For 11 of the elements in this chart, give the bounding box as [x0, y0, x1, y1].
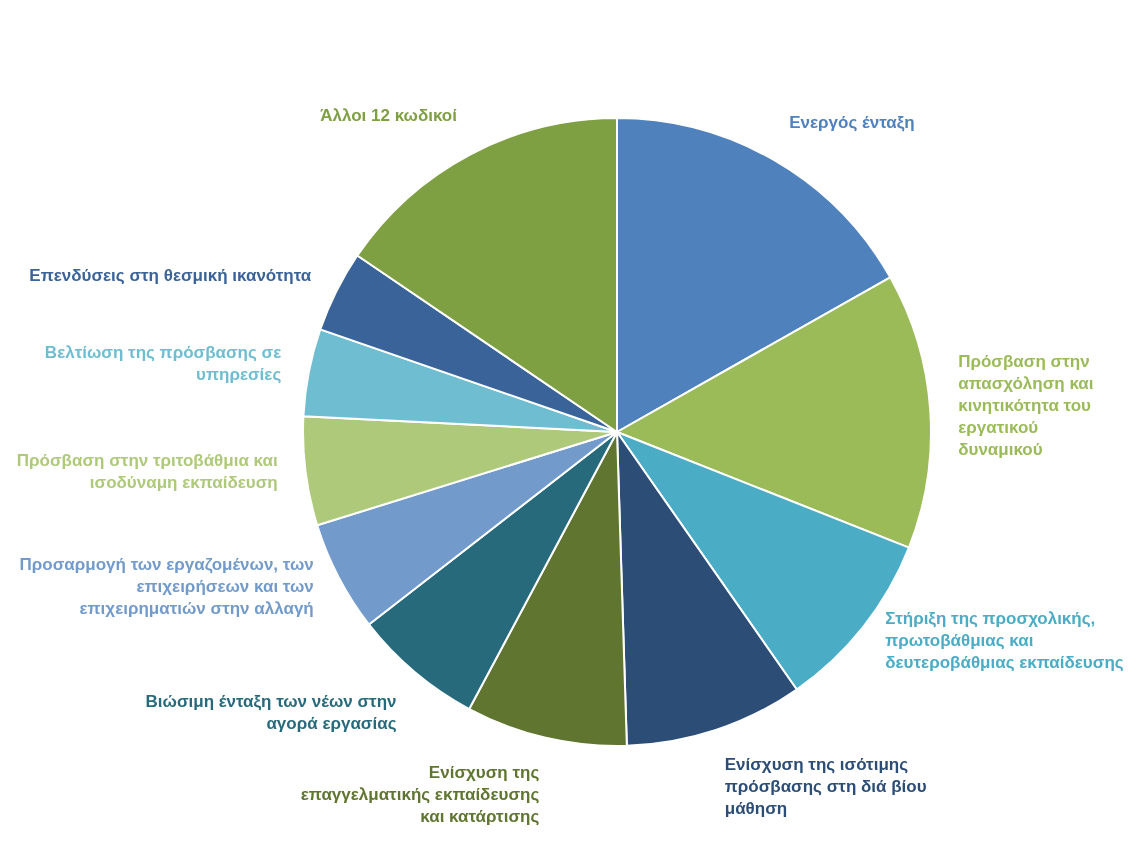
slice-label: Βελτίωση της πρόσβασης σε υπηρεσίες: [44, 343, 282, 385]
slice-label: Στήριξη της προσχολικής, πρωτοβάθμιας και δευτεροβάθμιας εκπαίδευσης: [885, 609, 1124, 673]
slice-label: Άλλοι 12 κωδικοί: [320, 105, 458, 125]
slice-label: Πρόσβαση στην απασχόληση και κινητικότητα του εργατικού δυναμικού: [958, 351, 1094, 459]
slice-label: Προσαρμογή των εργαζομένων, των επιχειρήσεων και των επιχειρηματιών στην αλλαγή: [19, 555, 314, 619]
slice-label: Επενδύσεις στη θεσμική ικανότητα: [29, 265, 312, 285]
slice-label: Πρόσβαση στην τριτοβάθμια και ισοδύναμη εκπαίδευση: [16, 451, 278, 493]
slice-label: Ενεργός ένταξη: [789, 112, 915, 132]
slice-label: Βιώσιμη ένταξη των νέων στην αγορά εργασίας: [145, 691, 397, 733]
slice-label: Ενίσχυση της ισότιμης πρόσβασης στη διά βίου μάθηση: [724, 754, 927, 818]
slice-label: Ενίσχυση της επαγγελματικής εκπαίδευσης και κατάρτισης: [300, 763, 540, 827]
